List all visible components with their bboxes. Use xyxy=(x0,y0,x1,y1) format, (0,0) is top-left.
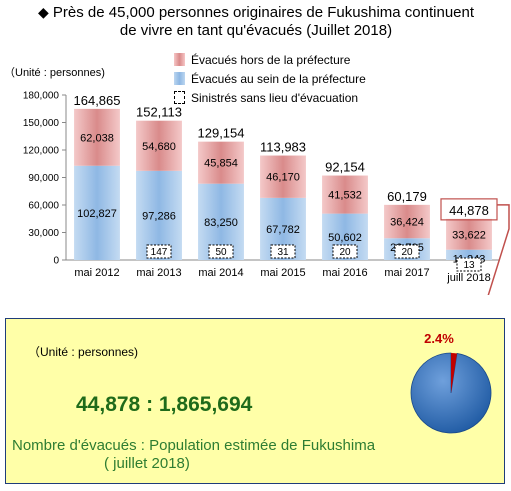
bar-outside xyxy=(198,141,244,184)
total-label: 92,154 xyxy=(325,160,365,175)
population-pie-chart: 2.4% xyxy=(410,331,492,434)
no-home-label: 50 xyxy=(215,247,227,258)
x-tick-label: mai 2017 xyxy=(384,267,429,279)
y-tick-label: 30,000 xyxy=(28,228,59,239)
value-label-outside: 62,038 xyxy=(80,132,114,144)
legend-item-outside: Évacués hors de la préfecture xyxy=(174,50,366,69)
y-tick-label: 180,000 xyxy=(23,91,60,102)
ratio-panel: （Unité : personnes) 44,878 : 1,865,694 N… xyxy=(5,318,505,484)
no-home-box xyxy=(208,244,234,259)
y-tick-label: 60,000 xyxy=(28,201,59,212)
value-label-outside: 36,424 xyxy=(390,217,424,229)
legend-label-no-home: Sinistrés sans lieu d'évacuation xyxy=(191,90,359,105)
title-line-1: Près de 45,000 personnes originaires de … xyxy=(52,4,475,21)
total-label: 164,865 xyxy=(74,93,121,108)
bar-outside xyxy=(136,120,182,171)
value-label-inside: 97,286 xyxy=(142,210,176,222)
y-tick-label: 120,000 xyxy=(23,146,60,157)
value-label-inside: 50,602 xyxy=(328,232,362,244)
no-home-label: 20 xyxy=(339,247,351,258)
x-tick-label: mai 2015 xyxy=(260,267,305,279)
x-tick-label: mai 2016 xyxy=(322,267,367,279)
chart-title: ◆ Près de 45,000 personnes originaires d… xyxy=(8,3,504,40)
value-label-outside: 45,854 xyxy=(204,158,238,170)
stacked-bar-chart: 0 30,000 60,000 90,000 120,000 150,000 180,000… xyxy=(23,91,510,295)
bar-outside xyxy=(384,204,430,239)
panel-unit-label: （Unité : personnes) xyxy=(28,345,139,359)
legend-item-inside: Évacués au sein de la préfecture xyxy=(174,69,366,88)
no-home-box xyxy=(332,244,358,259)
no-home-box xyxy=(270,244,296,259)
no-home-label: 147 xyxy=(151,247,168,258)
total-label: 44,878 xyxy=(449,203,489,218)
no-home-label: 13 xyxy=(463,260,475,271)
legend-label-inside: Évacués au sein de la préfecture xyxy=(191,71,366,86)
unit-label: （Unité : personnes) xyxy=(4,67,105,79)
legend-label-outside: Évacués hors de la préfecture xyxy=(191,52,351,67)
caption-line-2: ( juillet 2018) xyxy=(104,455,190,472)
bar-outside xyxy=(322,175,368,214)
no-home-box xyxy=(394,244,420,259)
total-label: 60,179 xyxy=(387,189,427,204)
legend-swatch-no-home xyxy=(174,91,185,104)
y-tick-label: 90,000 xyxy=(28,173,59,184)
pie-percent-label: 2.4% xyxy=(424,331,454,346)
total-label: 152,113 xyxy=(136,105,182,120)
no-home-box xyxy=(456,257,482,272)
x-tick-label: mai 2014 xyxy=(198,267,243,279)
value-label-outside: 54,680 xyxy=(142,141,176,153)
title-line-2: de vivre en tant qu'évacués (Juillet 201… xyxy=(119,22,393,39)
legend: Évacués hors de la préfecture Évacués au… xyxy=(174,50,366,107)
value-label-outside: 41,532 xyxy=(328,190,362,202)
y-tick-label: 0 xyxy=(53,256,59,267)
callout-box xyxy=(440,198,498,221)
y-tick-label: 150,000 xyxy=(23,118,60,129)
value-label-inside: 67,782 xyxy=(266,224,300,236)
x-tick-label: juill 2018 xyxy=(446,272,490,284)
value-label-outside: 33,622 xyxy=(452,229,486,241)
legend-swatch-outside xyxy=(174,53,185,66)
callout-connector-line xyxy=(487,204,510,295)
total-label: 113,983 xyxy=(260,140,306,155)
no-home-label: 20 xyxy=(401,247,413,258)
x-tick-label: mai 2012 xyxy=(74,267,119,279)
caption-line-1: Nombre d'évacués : Population estimée de… xyxy=(12,437,376,454)
pie-slice-evacuees xyxy=(451,353,458,393)
pie-slice-population xyxy=(410,352,492,434)
no-home-box xyxy=(146,244,172,259)
total-label: 129,154 xyxy=(198,126,245,141)
bar-inside xyxy=(74,165,120,260)
ratio-value: 44,878 : 1,865,694 xyxy=(76,393,253,416)
value-label-outside: 46,170 xyxy=(266,172,300,184)
ratio-caption: Nombre d'évacués : Population estimée de… xyxy=(12,437,375,473)
legend-item-no-home: Sinistrés sans lieu d'évacuation xyxy=(174,88,366,107)
no-home-label: 31 xyxy=(277,247,289,258)
bar-outside xyxy=(260,155,306,198)
bar-outside xyxy=(446,218,492,250)
x-tick-label: mai 2013 xyxy=(136,267,181,279)
bar-outside xyxy=(74,108,120,166)
bar-inside xyxy=(446,249,492,260)
legend-swatch-inside xyxy=(174,72,185,85)
value-label-inside: 83,250 xyxy=(204,217,238,229)
value-label-inside: 102,827 xyxy=(77,208,117,220)
diamond-bullet-icon: ◆ xyxy=(37,4,49,20)
